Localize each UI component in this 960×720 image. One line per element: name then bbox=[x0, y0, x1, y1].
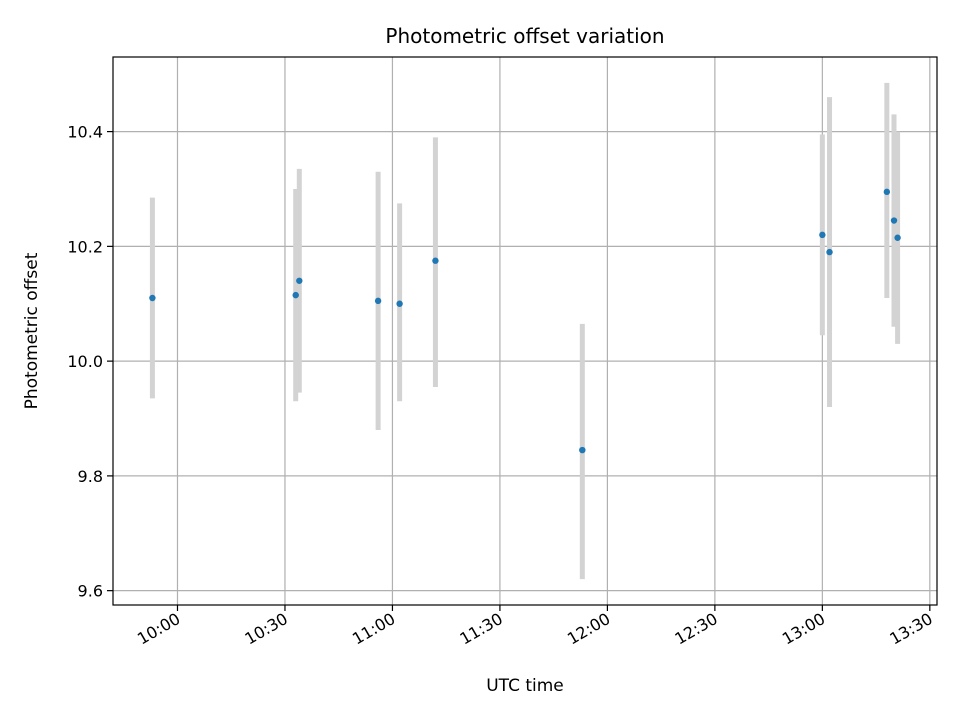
data-point bbox=[432, 257, 439, 264]
y-tick-label: 10.4 bbox=[67, 123, 103, 142]
x-tick-label: 10:00 bbox=[134, 609, 183, 649]
errorbars bbox=[149, 82, 901, 580]
data-points bbox=[149, 188, 901, 454]
x-tick-label: 12:30 bbox=[671, 609, 720, 649]
y-tick-label: 10.0 bbox=[67, 352, 103, 371]
data-point bbox=[826, 248, 833, 256]
x-tick-label: 11:30 bbox=[456, 609, 505, 649]
y-tick-label: 9.6 bbox=[78, 582, 103, 601]
data-point bbox=[292, 291, 299, 299]
y-axis-ticks: 9.6 9.8 10.0 10.2 10.4 bbox=[67, 123, 113, 601]
grid bbox=[113, 57, 937, 605]
y-tick-label: 10.2 bbox=[67, 237, 103, 256]
plot-frame bbox=[112, 56, 938, 606]
x-tick-label: 10:30 bbox=[242, 609, 291, 649]
chart-title: Photometric offset variation bbox=[385, 24, 664, 48]
x-axis-ticks: 10:00 10:30 11:00 11:30 12:00 12:30 13:00 13:30 bbox=[134, 605, 936, 649]
x-tick-label: 11:00 bbox=[349, 609, 398, 649]
x-tick-label: 13:30 bbox=[886, 609, 935, 649]
data-point bbox=[579, 446, 586, 454]
y-tick-label: 9.8 bbox=[78, 467, 103, 486]
data-point bbox=[890, 217, 898, 224]
data-point bbox=[149, 294, 156, 302]
data-point bbox=[396, 300, 403, 307]
x-tick-label: 13:00 bbox=[779, 609, 828, 649]
y-axis-label: Photometric offset bbox=[22, 252, 42, 409]
data-point bbox=[296, 277, 303, 284]
x-axis-label: UTC time bbox=[486, 676, 564, 696]
x-tick-label: 12:00 bbox=[564, 609, 613, 649]
data-point bbox=[374, 297, 382, 305]
data-point bbox=[894, 234, 901, 241]
data-point bbox=[819, 231, 826, 239]
data-point bbox=[883, 188, 891, 196]
